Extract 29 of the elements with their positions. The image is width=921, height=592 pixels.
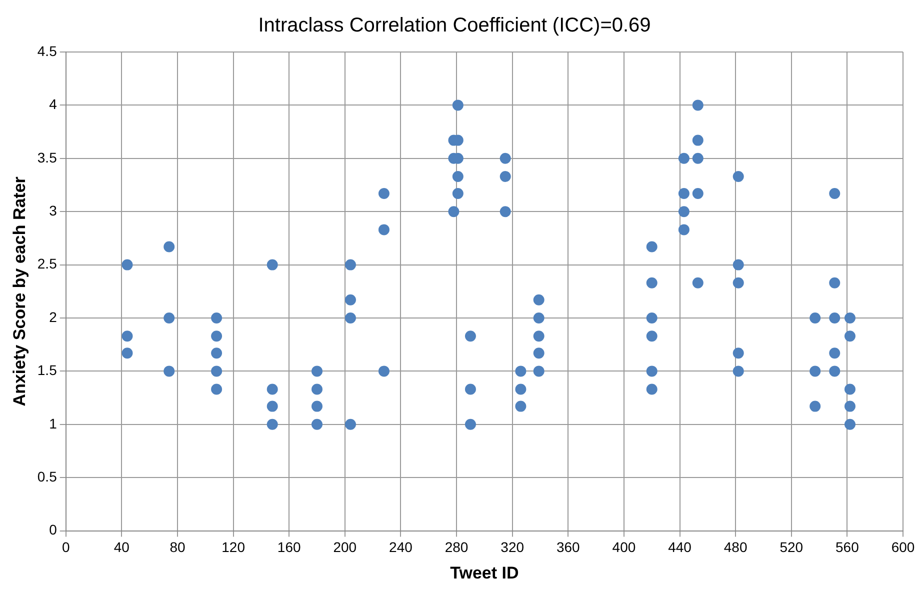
x-tick-label: 80 [170, 539, 186, 556]
chart-title: Intraclass Correlation Coefficient (ICC)=0.69 [258, 14, 651, 37]
x-tick-label: 280 [444, 539, 468, 556]
y-tick-label: 0 [49, 522, 58, 538]
x-tick-label: 360 [556, 539, 580, 556]
y-tick-label: 1.5 [37, 362, 58, 378]
x-tick-label: 120 [222, 539, 246, 556]
y-tick-label: 1 [49, 415, 58, 432]
y-tick-label: 4 [49, 96, 58, 112]
y-tick-label: 3 [49, 202, 58, 218]
x-tick-label: 600 [891, 539, 915, 556]
y-axis-title: Anxiety Score by each Rater [10, 176, 29, 406]
x-tick-label: 320 [500, 539, 524, 556]
y-tick-label: 2.5 [37, 256, 58, 272]
y-tick-label: 2 [49, 308, 58, 325]
x-tick-label: 400 [612, 539, 636, 556]
x-tick-label: 520 [780, 539, 804, 556]
x-tick-label: 560 [836, 539, 860, 556]
y-tick-label: 3.5 [37, 149, 58, 166]
x-axis-title: Tweet ID [450, 563, 519, 582]
x-tick-label: 0 [62, 539, 70, 556]
y-tick-label: 0.5 [37, 468, 58, 484]
x-tick-label: 200 [333, 539, 357, 556]
x-tick-label: 440 [668, 539, 692, 556]
x-tick-label: 160 [277, 539, 301, 556]
x-tick-label: 240 [389, 539, 413, 556]
x-tick-label: 480 [724, 539, 748, 556]
y-tick-label: 4.5 [37, 42, 58, 59]
x-tick-label: 40 [114, 539, 130, 556]
